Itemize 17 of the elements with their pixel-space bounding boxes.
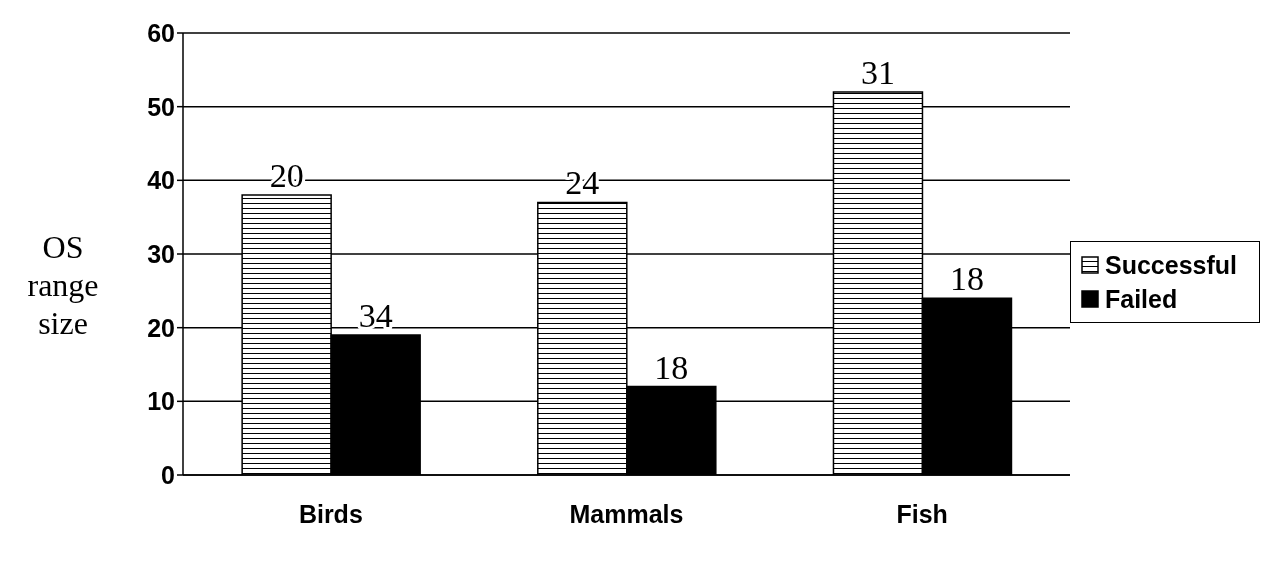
y-tick-label: 50: [147, 92, 175, 121]
x-tick-label: Birds: [298, 499, 363, 528]
y-tick-label: 20: [147, 313, 175, 342]
y-tick-label: 10: [147, 387, 175, 416]
annotation: 31: [860, 53, 895, 91]
y-tick-label: 30: [147, 239, 175, 268]
y-axis-title: OS range size: [26, 228, 100, 342]
y-tick-label: 40: [147, 166, 175, 195]
x-tick-label: Mammals: [569, 499, 684, 528]
legend-label: Successful: [1105, 249, 1238, 281]
legend-label: Failed: [1105, 283, 1178, 315]
y-tick-label: 0: [161, 460, 175, 489]
annotation: 34: [358, 297, 393, 335]
annotation: 18: [949, 260, 984, 298]
annotation: 18: [654, 348, 689, 386]
y-tick-label: 60: [147, 18, 175, 47]
x-tick-label: Fish: [896, 499, 948, 528]
